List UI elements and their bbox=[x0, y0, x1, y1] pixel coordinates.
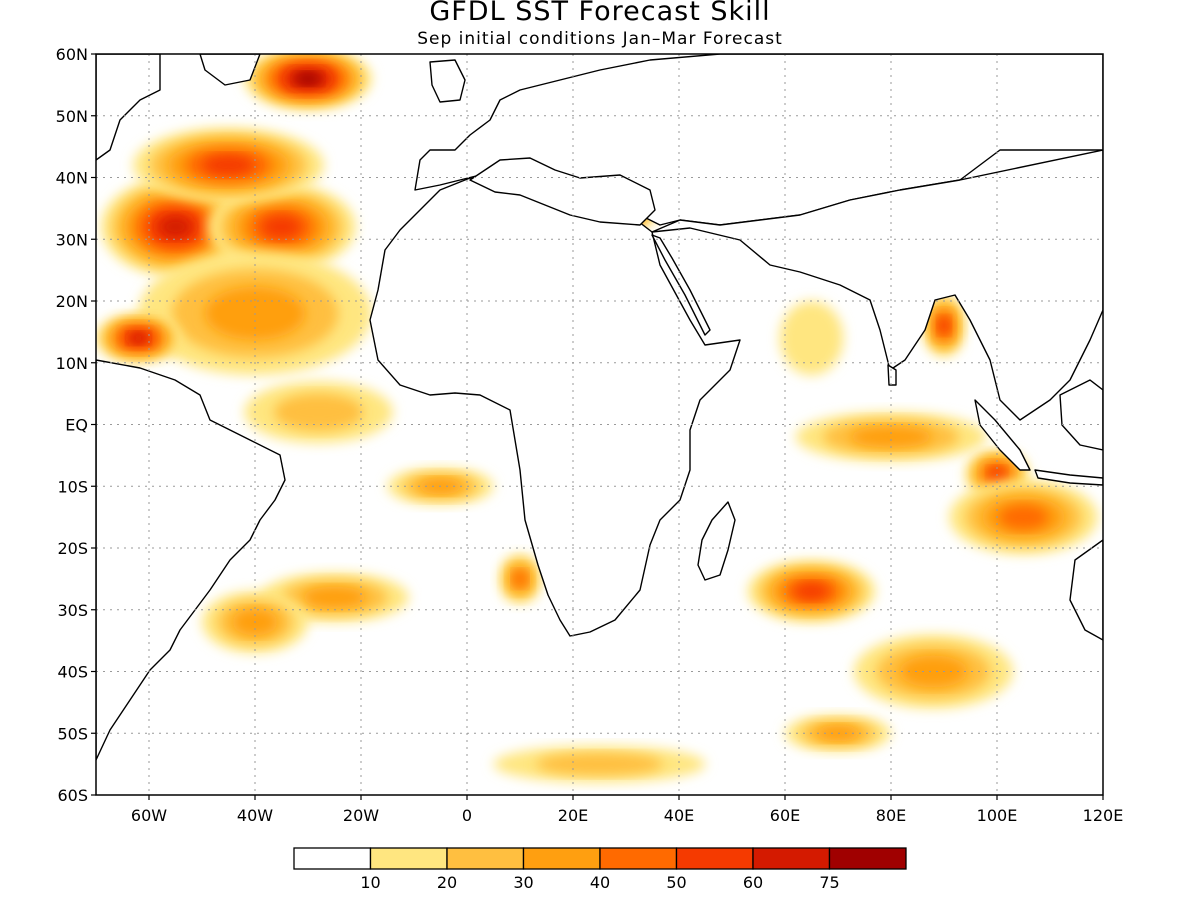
lon-label: 80E bbox=[876, 806, 906, 825]
skill-region-south-indian-b bbox=[949, 480, 1098, 555]
skill-contour bbox=[998, 504, 1049, 530]
colorbar: 10 20 30 40 50 60 75 bbox=[293, 847, 907, 892]
skill-contour bbox=[850, 426, 932, 448]
skill-contour bbox=[158, 215, 193, 239]
colorbar-label: 75 bbox=[819, 873, 839, 892]
lat-label: 50S bbox=[57, 724, 88, 743]
mediterranean-sea bbox=[469, 157, 656, 226]
colorbar-label: 20 bbox=[437, 873, 457, 892]
colorbar-swatch bbox=[599, 847, 678, 870]
skill-contour bbox=[512, 570, 528, 588]
skill-region-eq-indian bbox=[795, 412, 987, 462]
lat-label: 10N bbox=[56, 354, 88, 373]
lon-label: 100E bbox=[977, 806, 1018, 825]
skill-region-south-indian-c bbox=[853, 634, 1013, 709]
british-isles-landmass bbox=[429, 59, 466, 103]
colorbar-swatch bbox=[828, 847, 907, 870]
lon-label: 20E bbox=[558, 806, 588, 825]
lon-label: 0 bbox=[462, 806, 472, 825]
lat-label: 30N bbox=[56, 230, 88, 249]
skill-region-gulf-stream bbox=[133, 128, 324, 203]
colorbar-swatch bbox=[675, 847, 754, 870]
colorbar-label: 60 bbox=[743, 873, 763, 892]
skill-region-bay-bengal bbox=[922, 294, 966, 357]
madagascar-landmass bbox=[697, 501, 736, 581]
skill-contour bbox=[535, 753, 664, 776]
skill-region-north-atlantic-north bbox=[244, 54, 372, 110]
lat-label: 60S bbox=[57, 786, 88, 805]
skill-field bbox=[96, 54, 1098, 783]
lat-label: EQ bbox=[65, 416, 88, 435]
lon-label: 40E bbox=[664, 806, 694, 825]
skill-region-south-indian-a bbox=[747, 560, 876, 623]
skill-contour bbox=[794, 582, 829, 600]
lon-label: 20W bbox=[343, 806, 379, 825]
lon-label: 60W bbox=[131, 806, 167, 825]
lat-label: 40S bbox=[57, 663, 88, 682]
colorbar-swatch bbox=[522, 847, 601, 870]
skill-region-north-atlantic-mid bbox=[207, 183, 356, 271]
coastlines bbox=[96, 54, 1103, 761]
red-sea bbox=[651, 234, 711, 336]
greenland-landmass bbox=[199, 54, 261, 86]
skill-region-southern-ocean-a bbox=[493, 745, 706, 783]
colorbar-label: 50 bbox=[666, 873, 686, 892]
skill-contour bbox=[202, 155, 255, 176]
skill-contour bbox=[938, 317, 950, 335]
lat-label: 60N bbox=[56, 45, 88, 64]
colorbar-swatch bbox=[293, 847, 372, 870]
skill-contour bbox=[274, 393, 364, 431]
lat-label: 10S bbox=[57, 477, 88, 496]
skill-contour bbox=[128, 332, 149, 344]
java-landmass bbox=[1034, 469, 1103, 486]
skill-contour bbox=[302, 586, 367, 608]
lat-label: 50N bbox=[56, 107, 88, 126]
skill-contour bbox=[988, 467, 1006, 481]
axis-labels: 60N 50N 40N 30N 20N 10N EQ 10S 20S 30S 40S 50S 60S 60… bbox=[56, 45, 1124, 825]
colorbar-label: 10 bbox=[360, 873, 380, 892]
sri-lanka-landmass bbox=[887, 364, 897, 386]
colorbar-swatch bbox=[369, 847, 448, 870]
map-title: GFDL SST Forecast Skill bbox=[429, 0, 771, 27]
skill-region-eq-atlantic bbox=[244, 381, 393, 444]
skill-contour bbox=[779, 301, 844, 376]
colorbar-swatch bbox=[752, 847, 831, 870]
lon-label: 60E bbox=[770, 806, 800, 825]
south-america-landmass bbox=[96, 359, 286, 761]
australia-landmass bbox=[1069, 539, 1103, 641]
map-subtitle: Sep initial conditions Jan–Mar Forecast bbox=[417, 29, 783, 49]
skill-region-caribbean bbox=[96, 313, 181, 363]
skill-region-arabian-sea bbox=[779, 301, 844, 376]
lat-label: 20S bbox=[57, 539, 88, 558]
skill-region-benguela bbox=[498, 554, 542, 604]
lon-label: 120E bbox=[1083, 806, 1124, 825]
lat-label: 30S bbox=[57, 601, 88, 620]
colorbar-label: 40 bbox=[590, 873, 610, 892]
lat-label: 40N bbox=[56, 169, 88, 188]
skill-region-north-atlantic-west bbox=[101, 177, 250, 277]
colorbar-label: 30 bbox=[513, 873, 533, 892]
skill-contour bbox=[295, 72, 321, 85]
skill-region-south-atlantic-a bbox=[260, 572, 409, 623]
graticule bbox=[96, 54, 1103, 795]
skill-contour bbox=[261, 215, 302, 239]
asia-landmass bbox=[651, 149, 1103, 421]
colorbar-swatch bbox=[446, 847, 525, 870]
lat-label: 20N bbox=[56, 292, 88, 311]
plot-area bbox=[96, 54, 1103, 795]
lon-label: 40W bbox=[237, 806, 273, 825]
skill-contour bbox=[899, 655, 968, 688]
north-america-landmass bbox=[96, 54, 161, 161]
